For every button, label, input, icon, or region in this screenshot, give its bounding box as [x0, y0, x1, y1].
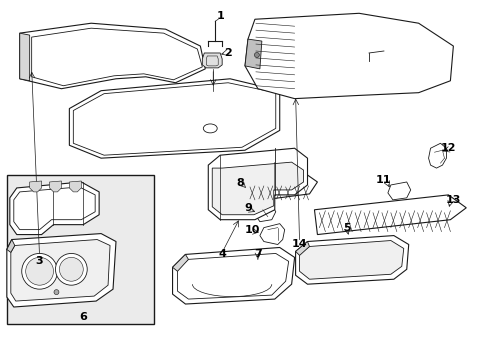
- Polygon shape: [259, 224, 284, 244]
- Polygon shape: [208, 148, 307, 220]
- Polygon shape: [244, 13, 452, 99]
- Text: 12: 12: [440, 143, 455, 153]
- Text: 8: 8: [236, 178, 244, 188]
- Text: 13: 13: [445, 195, 460, 205]
- Polygon shape: [30, 181, 41, 192]
- Circle shape: [254, 53, 259, 58]
- Circle shape: [54, 290, 59, 294]
- Text: 11: 11: [375, 175, 391, 185]
- Circle shape: [55, 253, 87, 285]
- Text: 4: 4: [218, 249, 225, 260]
- Text: 1: 1: [216, 11, 224, 21]
- Polygon shape: [244, 39, 262, 69]
- Text: 10: 10: [244, 225, 259, 235]
- Polygon shape: [11, 239, 110, 301]
- Polygon shape: [387, 182, 410, 200]
- Polygon shape: [10, 182, 99, 235]
- Text: 14: 14: [291, 239, 307, 249]
- Polygon shape: [295, 242, 309, 255]
- Text: 3: 3: [36, 256, 43, 266]
- Polygon shape: [7, 239, 15, 252]
- Text: 5: 5: [343, 222, 350, 233]
- Circle shape: [60, 257, 83, 281]
- Circle shape: [26, 257, 53, 285]
- Polygon shape: [172, 247, 294, 304]
- Polygon shape: [427, 143, 446, 168]
- Polygon shape: [212, 162, 303, 215]
- Polygon shape: [314, 195, 466, 235]
- Ellipse shape: [203, 124, 217, 133]
- Polygon shape: [255, 205, 275, 222]
- Polygon shape: [20, 23, 205, 89]
- Polygon shape: [69, 79, 279, 158]
- Polygon shape: [202, 53, 222, 68]
- Polygon shape: [172, 255, 188, 271]
- Bar: [7, 175, 153, 324]
- Polygon shape: [238, 175, 317, 202]
- Polygon shape: [69, 181, 81, 192]
- Polygon shape: [295, 235, 408, 284]
- Circle shape: [21, 253, 57, 289]
- Text: 2: 2: [224, 48, 231, 58]
- Text: 6: 6: [79, 312, 87, 322]
- Text: 9: 9: [244, 203, 251, 213]
- Polygon shape: [299, 240, 403, 279]
- Polygon shape: [20, 33, 30, 81]
- Polygon shape: [49, 181, 61, 192]
- Text: 7: 7: [253, 249, 261, 260]
- Polygon shape: [7, 234, 116, 307]
